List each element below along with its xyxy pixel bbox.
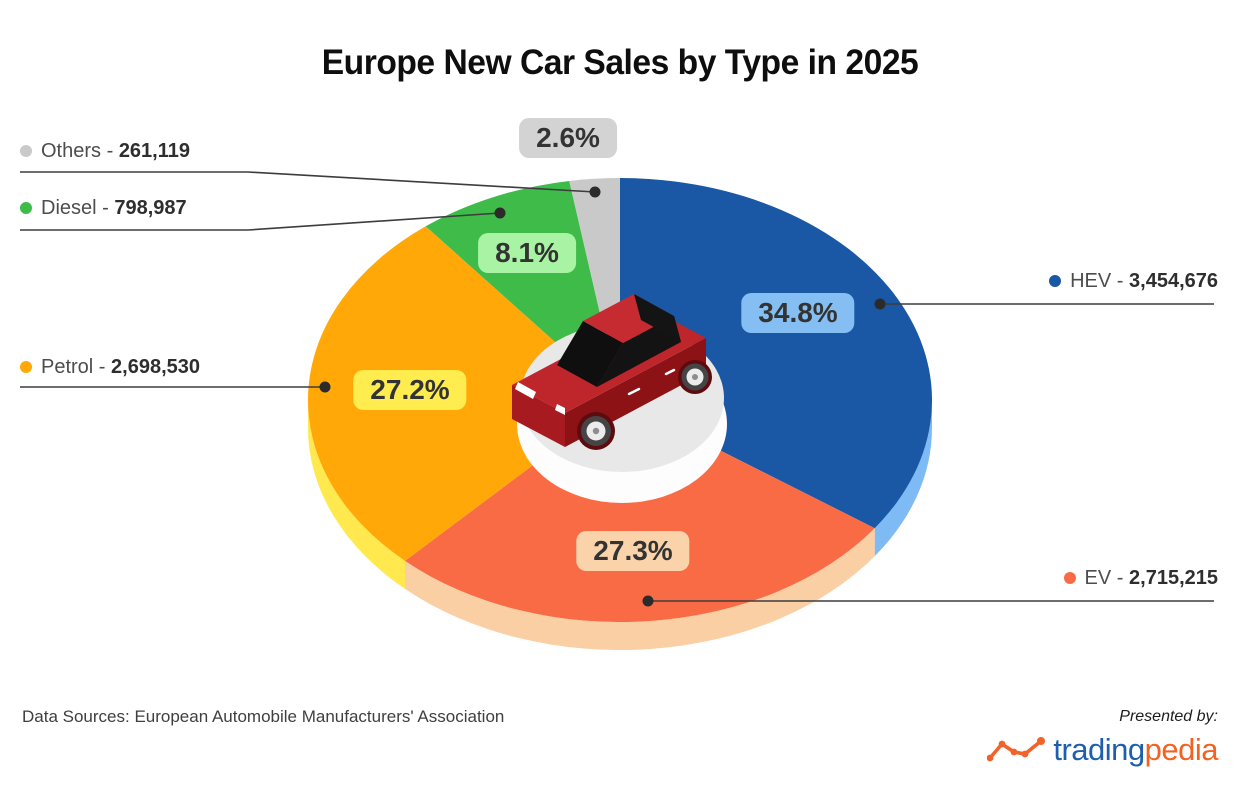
legend-label: HEV [1070, 269, 1112, 292]
legend-text: Petrol - 2,698,530 [41, 356, 200, 379]
presented-by-label: Presented by: [1119, 708, 1218, 725]
percent-badge-hev: 34.8% [741, 293, 855, 333]
pie-3d-rims [308, 400, 932, 650]
leader-dot-others [589, 186, 601, 198]
pie-rim-hev [874, 400, 932, 557]
pie-slice-ev [404, 400, 875, 622]
legend-label: Diesel [41, 196, 97, 219]
legend-label: EV [1084, 566, 1112, 589]
pie-rim-ev [404, 528, 875, 650]
percent-badge-others: 2.6% [519, 118, 617, 158]
page-title: Europe New Car Sales by Type in 2025 [321, 43, 919, 83]
leader-dot-ev [642, 595, 654, 607]
leader-lines [20, 171, 1214, 607]
legend-value: 3,454,676 [1129, 269, 1218, 292]
legend-separator: - [101, 139, 119, 162]
pie-slice-hev [620, 178, 932, 529]
logo-text-secondary: pedia [1144, 732, 1219, 767]
leader-line-others [20, 171, 596, 193]
logo-wordmark: tradingpedia [1053, 732, 1218, 768]
leader-dot-diesel [494, 207, 506, 219]
legend-dot-diesel [20, 202, 32, 214]
logo-text-primary: trading [1053, 732, 1145, 767]
leader-dot-petrol [319, 381, 331, 393]
legend-value: 2,715,215 [1129, 566, 1218, 589]
legend-dot-petrol [20, 361, 32, 373]
legend-item-petrol: Petrol - 2,698,530 [20, 353, 200, 381]
leader-dot-hev [874, 298, 886, 310]
legend-item-diesel: Diesel - 798,987 [20, 194, 187, 222]
pie-rim-petrol [308, 400, 405, 589]
leader-line-diesel [20, 212, 501, 231]
legend-dot-ev [1063, 572, 1076, 584]
legend-label: Petrol [41, 355, 94, 378]
legend-dot-hev [1049, 275, 1062, 287]
legend-text: HEV - 3,454,676 [1070, 270, 1218, 293]
logo-sparkline-icon [987, 737, 1046, 762]
percent-badge-diesel: 8.1% [478, 233, 576, 273]
brand-block: Presented by: tradingpedia [987, 708, 1219, 768]
legend-item-ev: EV - 2,715,215 [1063, 564, 1218, 592]
legend-item-others: Others - 261,119 [20, 137, 190, 165]
legend-text: Others - 261,119 [41, 140, 190, 163]
legend-separator: - [1111, 269, 1130, 292]
legend-separator: - [96, 196, 115, 219]
legend-value: 2,698,530 [111, 355, 201, 378]
legend-text: EV - 2,715,215 [1085, 567, 1218, 590]
percent-badge-petrol: 27.2% [353, 370, 467, 410]
legend-value: 798,987 [114, 196, 187, 219]
legend-separator: - [93, 355, 112, 378]
data-sources-note: Data Sources: European Automobile Manufa… [22, 707, 505, 726]
legend-separator: - [1111, 566, 1130, 589]
legend-dot-others [20, 145, 32, 157]
car-illustration [512, 294, 712, 450]
tradingpedia-logo: tradingpedia [987, 732, 1219, 768]
legend-label: Others [41, 139, 102, 162]
legend-item-hev: HEV - 3,454,676 [1049, 267, 1218, 295]
legend-value: 261,119 [118, 139, 191, 162]
percent-badge-ev: 27.3% [576, 531, 690, 571]
legend-text: Diesel - 798,987 [41, 197, 187, 220]
